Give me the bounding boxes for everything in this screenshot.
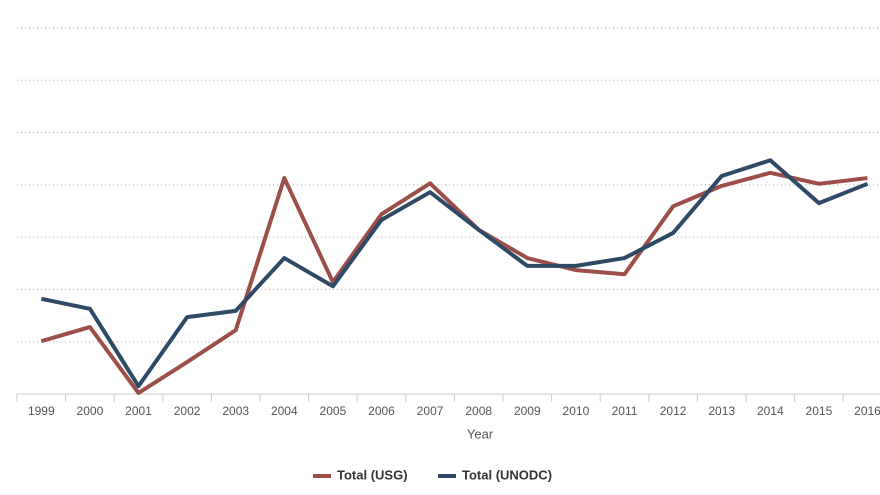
- x-tick-label: 2012: [660, 404, 687, 418]
- x-tick-label: 2003: [222, 404, 249, 418]
- x-tick-label: 2014: [757, 404, 784, 418]
- x-tick-label: 2009: [514, 404, 541, 418]
- x-tick-label: 2011: [612, 404, 638, 418]
- series-line: [40, 170, 868, 395]
- x-tick-label: 2004: [271, 404, 298, 418]
- x-tick-label: 2015: [806, 404, 833, 418]
- x-tick-label: 2001: [125, 404, 152, 418]
- x-tick-label: 2016: [854, 404, 880, 418]
- x-tick-label: 2008: [465, 404, 492, 418]
- x-tick-label: 2013: [708, 404, 735, 418]
- x-tick-label: 2000: [77, 404, 104, 418]
- x-tick-label: 1999: [28, 404, 55, 418]
- x-tick-label: 2007: [417, 404, 444, 418]
- series-line: [40, 158, 869, 389]
- legend-label: Total (USG): [337, 467, 408, 482]
- legend-label: Total (UNODC): [462, 467, 552, 482]
- x-tick-label: 2002: [174, 404, 201, 418]
- x-tick-label: 2010: [563, 404, 590, 418]
- x-tick-label: 2006: [368, 404, 395, 418]
- x-axis-label: Year: [467, 426, 494, 441]
- x-tick-label: 2005: [320, 404, 347, 418]
